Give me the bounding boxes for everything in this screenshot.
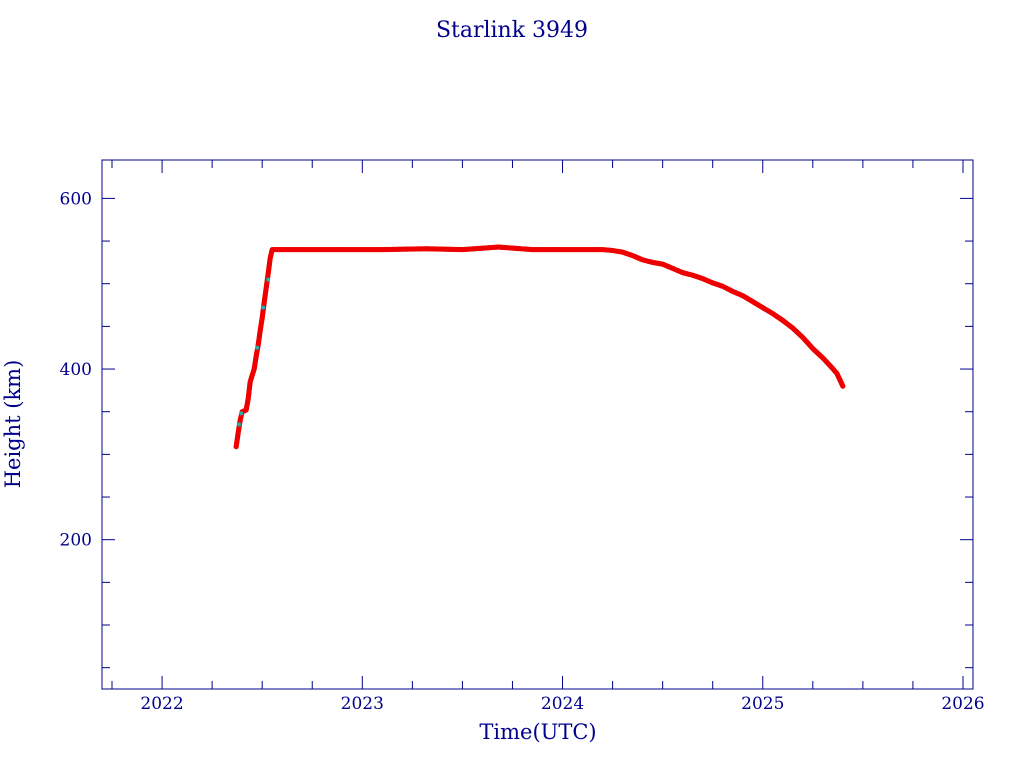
- data-point: [237, 422, 242, 427]
- y-tick-label: 400: [60, 360, 92, 380]
- data-point: [261, 305, 266, 310]
- plot-frame: [101, 159, 974, 690]
- data-point: [266, 277, 271, 282]
- x-tick-label: 2023: [341, 694, 384, 714]
- x-tick-labels: 2022 2023 2024 2025 2026: [140, 694, 984, 714]
- data-point: [239, 411, 244, 416]
- y-tick-label: 600: [60, 189, 92, 209]
- x-minor-ticks: [111, 160, 914, 689]
- chart-title: Starlink 3949: [436, 18, 588, 43]
- x-tick-label: 2022: [140, 694, 183, 714]
- data-point: [840, 383, 846, 389]
- x-tick-label: 2025: [741, 694, 784, 714]
- x-axis-label: Time(UTC): [479, 720, 596, 744]
- y-axis-label: Height (km): [1, 360, 25, 489]
- y-minor-ticks: [102, 240, 973, 669]
- y-tick-label: 200: [60, 531, 92, 551]
- x-tick-label: 2024: [541, 694, 584, 714]
- y-major-ticks: [102, 197, 973, 541]
- y-tick-labels: 200 400 600: [60, 189, 92, 550]
- x-major-ticks: [161, 160, 964, 689]
- data-point: [255, 345, 260, 350]
- x-tick-label: 2026: [941, 694, 984, 714]
- data-points: [233, 244, 846, 450]
